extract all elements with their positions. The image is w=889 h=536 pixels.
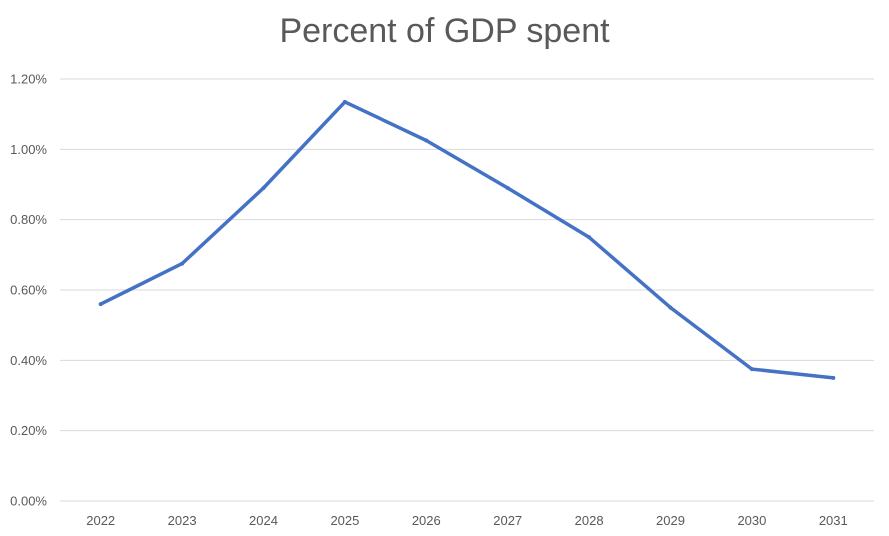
data-point	[831, 375, 836, 380]
data-point	[98, 302, 103, 307]
data-point	[342, 99, 347, 104]
y-tick-label: 1.00%	[10, 142, 47, 157]
series-layer	[98, 99, 836, 380]
y-tick-label: 0.40%	[10, 353, 47, 368]
data-point	[505, 186, 510, 191]
x-tick-label: 2028	[575, 513, 604, 528]
data-point	[749, 367, 754, 372]
x-tick-label: 2031	[819, 513, 848, 528]
data-point	[668, 305, 673, 310]
x-tick-label: 2022	[86, 513, 115, 528]
data-point	[424, 138, 429, 143]
x-tick-label: 2029	[656, 513, 685, 528]
y-tick-label: 0.80%	[10, 212, 47, 227]
y-tick-label: 0.00%	[10, 494, 47, 509]
x-tick-label: 2027	[493, 513, 522, 528]
y-tick-label: 0.20%	[10, 423, 47, 438]
data-point	[180, 261, 185, 266]
x-tick-label: 2025	[330, 513, 359, 528]
x-tick-label: 2030	[737, 513, 766, 528]
x-axis-tick-labels: 2022 2023 2024 2025 2026 2027 2028 2029 2030 2031	[86, 513, 848, 528]
x-tick-label: 2026	[412, 513, 441, 528]
data-point	[261, 186, 266, 191]
x-tick-label: 2023	[168, 513, 197, 528]
y-tick-label: 1.20%	[10, 72, 47, 87]
y-axis-tick-labels: 0.00% 0.20% 0.40% 0.60% 0.80% 1.00% 1.20%	[10, 72, 47, 509]
gridlines	[60, 78, 874, 502]
series-line-0	[98, 100, 836, 380]
data-point	[587, 235, 592, 240]
chart-title: Percent of GDP spent	[279, 12, 610, 50]
y-tick-label: 0.60%	[10, 283, 47, 298]
x-tick-label: 2024	[249, 513, 278, 528]
